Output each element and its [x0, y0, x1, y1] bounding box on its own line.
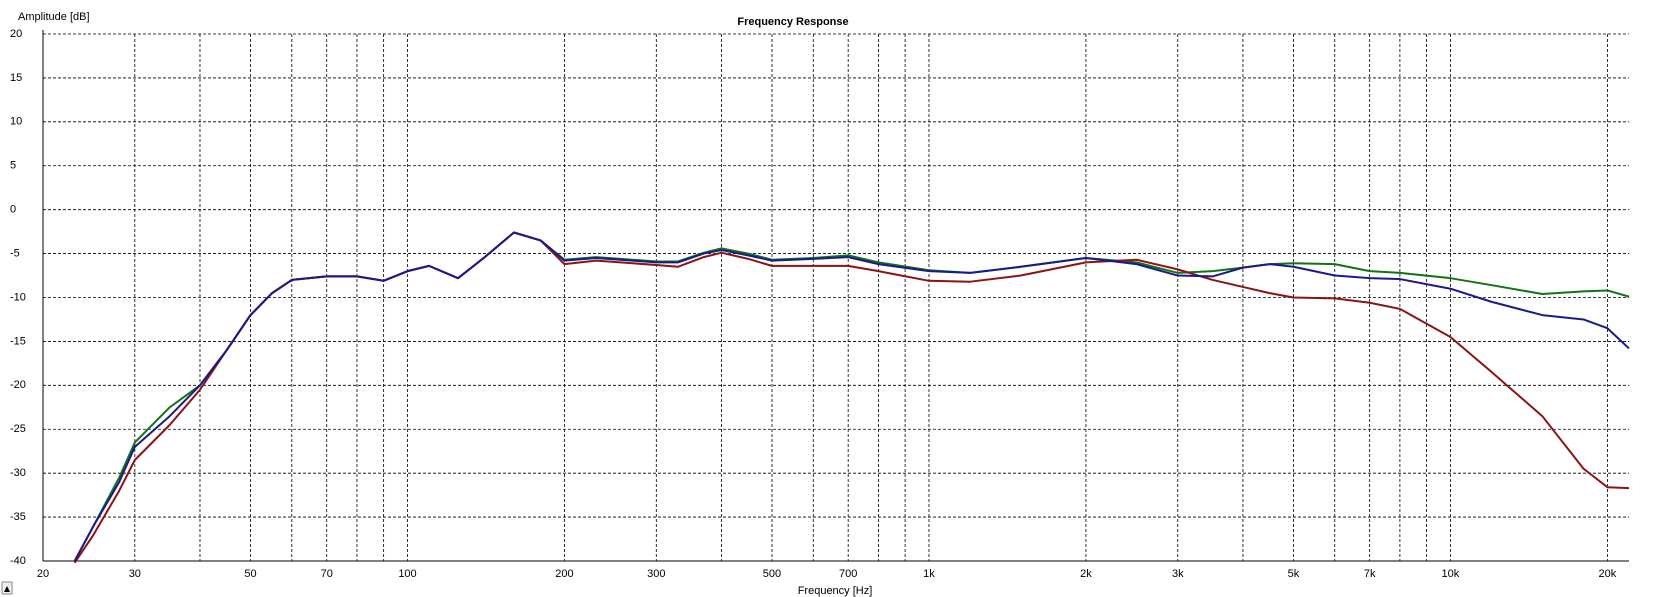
x-tick-label: 700 [839, 568, 857, 580]
y-tick-label: 10 [10, 116, 22, 128]
x-tick-label: 50 [244, 568, 256, 580]
y-axis-title: Amplitude [dB] [18, 11, 90, 23]
y-tick-label: -15 [10, 335, 26, 347]
x-tick-label: 20k [1599, 568, 1617, 580]
x-tick-label: 30 [129, 568, 141, 580]
x-tick-label: 300 [647, 568, 665, 580]
x-axis-title: Frequency [Hz] [798, 585, 873, 597]
series-line [73, 231, 1630, 562]
y-tick-label: 5 [10, 160, 16, 172]
scroll-arrow [4, 586, 10, 592]
y-tick-label: -40 [10, 555, 26, 567]
x-tick-label: 7k [1364, 568, 1376, 580]
x-tick-label: 1k [923, 568, 935, 580]
x-tick-label: 200 [555, 568, 573, 580]
y-tick-label: 20 [10, 28, 22, 40]
y-tick-label: -30 [10, 467, 26, 479]
y-tick-label: -25 [10, 423, 26, 435]
y-tick-label: -35 [10, 511, 26, 523]
x-tick-label: 10k [1442, 568, 1460, 580]
x-tick-label: 500 [763, 568, 781, 580]
x-tick-label: 3k [1172, 568, 1184, 580]
y-tick-label: -20 [10, 379, 26, 391]
y-tick-label: 0 [10, 204, 16, 216]
series-line [73, 231, 1630, 562]
chart-title: Frequency Response [737, 16, 848, 28]
x-tick-label: 70 [321, 568, 333, 580]
x-tick-label: 5k [1288, 568, 1300, 580]
y-tick-label: -5 [10, 247, 20, 259]
x-tick-label: 100 [398, 568, 416, 580]
x-tick-label: 20 [37, 568, 49, 580]
series-line [73, 231, 1630, 564]
y-tick-label: 15 [10, 72, 22, 84]
y-tick-label: -10 [10, 291, 26, 303]
x-tick-label: 2k [1080, 568, 1092, 580]
